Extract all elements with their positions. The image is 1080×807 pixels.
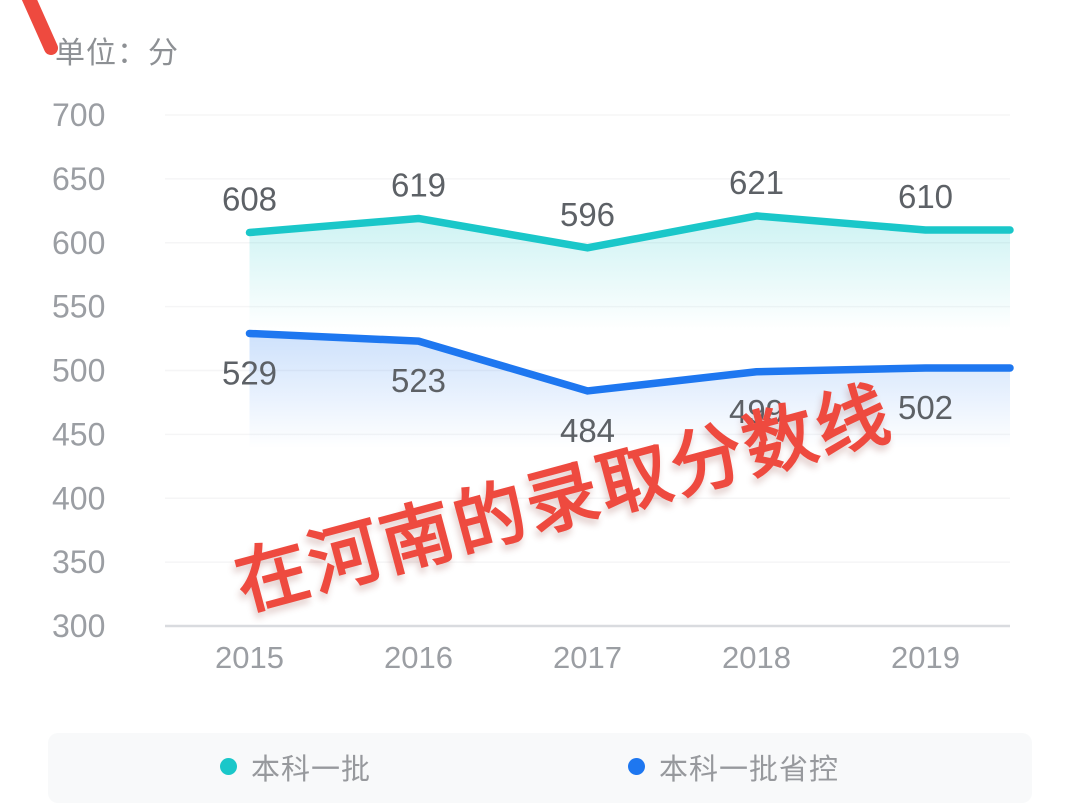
value-label: 502 [898, 389, 953, 426]
value-label: 499 [729, 393, 784, 430]
y-tick-label: 650 [52, 161, 105, 197]
x-tick-label: 2017 [553, 640, 622, 675]
series-area-0 [249, 215, 1010, 331]
legend-label: 本科一批省控 [659, 753, 840, 786]
value-label: 621 [729, 164, 784, 201]
x-tick-label: 2015 [215, 640, 284, 675]
value-label: 596 [560, 196, 615, 233]
legend-dot-blue-icon [628, 758, 645, 775]
value-label: 529 [222, 354, 277, 391]
y-tick-label: 450 [52, 416, 105, 452]
series-area-1 [249, 333, 1010, 449]
corner-watermark-stroke-icon [21, 0, 58, 55]
value-label: 523 [391, 362, 446, 399]
x-tick-label: 2019 [891, 640, 960, 675]
x-tick-label: 2016 [384, 640, 453, 675]
y-tick-label: 300 [52, 608, 105, 644]
unit-label: 单位：分 [55, 37, 179, 70]
y-tick-label: 700 [52, 97, 105, 133]
series-line-1 [245, 329, 1014, 395]
value-label: 610 [898, 178, 953, 215]
legend-item-benke-yipi[interactable]: 本科一批 [220, 733, 371, 800]
value-label: 484 [560, 412, 615, 449]
y-tick-label: 350 [52, 544, 105, 580]
series-line-0 [245, 212, 1014, 252]
legend-dot-cyan-icon [220, 758, 237, 775]
value-label: 608 [222, 181, 277, 218]
x-tick-label: 2018 [722, 640, 791, 675]
y-tick-label: 400 [52, 480, 105, 516]
legend-bar: 本科一批 本科一批省控 [48, 733, 1032, 803]
legend-item-benke-yipi-shengkong[interactable]: 本科一批省控 [628, 733, 839, 800]
line-chart: 700 650 600 550 500 450 400 350 300 2015 2016 2017 2… [52, 97, 1014, 675]
legend-label: 本科一批 [251, 753, 372, 786]
value-label: 619 [391, 166, 446, 203]
y-tick-label: 500 [52, 353, 105, 389]
y-tick-label: 550 [52, 289, 105, 325]
y-tick-label: 600 [52, 225, 105, 261]
